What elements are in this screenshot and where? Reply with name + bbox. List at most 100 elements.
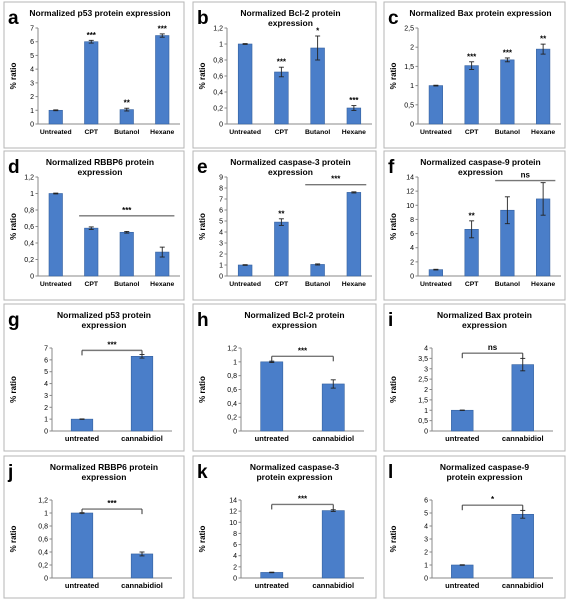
comparison-label: *** (107, 499, 117, 508)
chart-title-line: Normalized Bcl-2 protein (240, 8, 340, 18)
y-axis-label: % ratio (389, 526, 398, 553)
comparison-label: * (491, 495, 495, 504)
x-tick-label: CPT (275, 281, 289, 288)
chart-title-line: expression (82, 320, 127, 330)
comparison-label: *** (298, 346, 308, 355)
y-axis-label: % ratio (389, 376, 398, 403)
y-tick-label: 3 (424, 537, 428, 544)
panel-letter: f (388, 157, 395, 178)
y-tick-label: 0 (44, 576, 48, 583)
y-tick-label: 1 (219, 42, 223, 49)
chart-title-line: Normalized RBBP6 protein (46, 157, 154, 167)
y-tick-label: 0 (410, 122, 414, 129)
y-tick-label: 1,2 (227, 346, 237, 353)
y-tick-label: 0,2 (213, 106, 223, 113)
y-tick-label: 0,4 (38, 550, 48, 557)
y-tick-label: 0 (30, 274, 34, 281)
bar (428, 85, 443, 125)
panel-letter: k (197, 462, 208, 483)
bar (237, 43, 253, 125)
significance-label: ** (540, 35, 547, 44)
panel-letter: h (197, 310, 209, 331)
panel-letter: g (8, 310, 20, 331)
bar (237, 264, 253, 277)
x-tick-label: Untreated (229, 129, 261, 136)
x-tick-label: CPT (465, 281, 479, 288)
y-tick-label: 2 (424, 387, 428, 394)
y-tick-label: 14 (406, 175, 414, 182)
y-tick-label: 1,2 (38, 498, 48, 505)
x-tick-label: Hexane (150, 129, 174, 136)
y-tick-label: 0,8 (38, 524, 48, 531)
panel-frame (383, 455, 566, 599)
bar (260, 572, 284, 579)
y-tick-label: 2,5 (404, 26, 414, 33)
panel-a: a Normalized p53 protein expression 0 1 2 3 4 5… (3, 1, 185, 149)
y-tick-label: 2,5 (418, 377, 428, 384)
x-tick-label: CPT (84, 129, 98, 136)
y-tick-label: 1 (410, 83, 414, 90)
y-tick-label: 0,4 (24, 241, 34, 248)
y-tick-label: 0 (410, 274, 414, 281)
significance-label: *** (467, 52, 477, 61)
x-tick-label: Hexane (342, 129, 366, 136)
panel-frame (383, 303, 566, 452)
y-axis-label: % ratio (198, 376, 207, 403)
significance-label: *** (87, 31, 97, 40)
y-tick-label: 0,4 (213, 90, 223, 97)
comparison-label: *** (107, 340, 117, 349)
y-tick-label: 0,6 (213, 74, 223, 81)
y-tick-label: 2 (219, 252, 223, 259)
y-tick-label: 0,2 (24, 257, 34, 264)
significance-label: *** (277, 58, 287, 67)
y-axis-label: % ratio (198, 213, 207, 240)
x-tick-label: cannabidiol (121, 434, 163, 443)
bar (321, 383, 345, 432)
chart-title-line: expression (462, 320, 507, 330)
y-tick-label: 7 (30, 26, 34, 33)
y-tick-label: 0 (30, 122, 34, 129)
y-tick-label: 2 (44, 405, 48, 412)
y-tick-label: 0,5 (404, 102, 414, 109)
y-tick-label: 2 (30, 94, 34, 101)
y-tick-label: 14 (229, 498, 237, 505)
y-axis-label: % ratio (9, 376, 18, 403)
y-tick-label: 5 (30, 53, 34, 60)
bar (260, 361, 284, 432)
y-tick-label: 0 (233, 576, 237, 583)
y-tick-label: 5 (424, 511, 428, 518)
comparison-label: *** (298, 494, 308, 503)
y-tick-label: 0 (424, 429, 428, 436)
bar (500, 59, 515, 125)
bar (536, 48, 551, 125)
x-tick-label: Butanol (495, 281, 520, 288)
y-tick-label: 10 (229, 520, 237, 527)
chart-title-line: expression (78, 167, 123, 177)
x-tick-label: cannabidiol (312, 581, 354, 590)
y-axis-label: % ratio (198, 63, 207, 90)
bar (451, 564, 474, 579)
x-tick-label: Untreated (420, 281, 452, 288)
chart-title-line: protein expression (256, 472, 332, 482)
x-tick-label: CPT (275, 129, 289, 136)
bar (428, 269, 443, 277)
y-tick-label: 1 (424, 408, 428, 415)
x-tick-label: Hexane (531, 129, 555, 136)
y-tick-label: 1 (219, 263, 223, 270)
comparison-label: ns (521, 171, 531, 180)
y-tick-label: 1 (44, 511, 48, 518)
y-tick-label: 9 (219, 175, 223, 182)
y-tick-label: 6 (233, 542, 237, 549)
bar (464, 65, 479, 125)
chart-title-line: Normalized caspase-9 protein (420, 157, 540, 167)
y-tick-label: 1 (233, 359, 237, 366)
chart-title-line: Normalized caspase-3 (250, 462, 340, 472)
y-tick-label: 7 (44, 346, 48, 353)
panel-letter: j (7, 462, 13, 483)
bar (451, 409, 474, 432)
y-tick-label: 4 (424, 346, 428, 353)
